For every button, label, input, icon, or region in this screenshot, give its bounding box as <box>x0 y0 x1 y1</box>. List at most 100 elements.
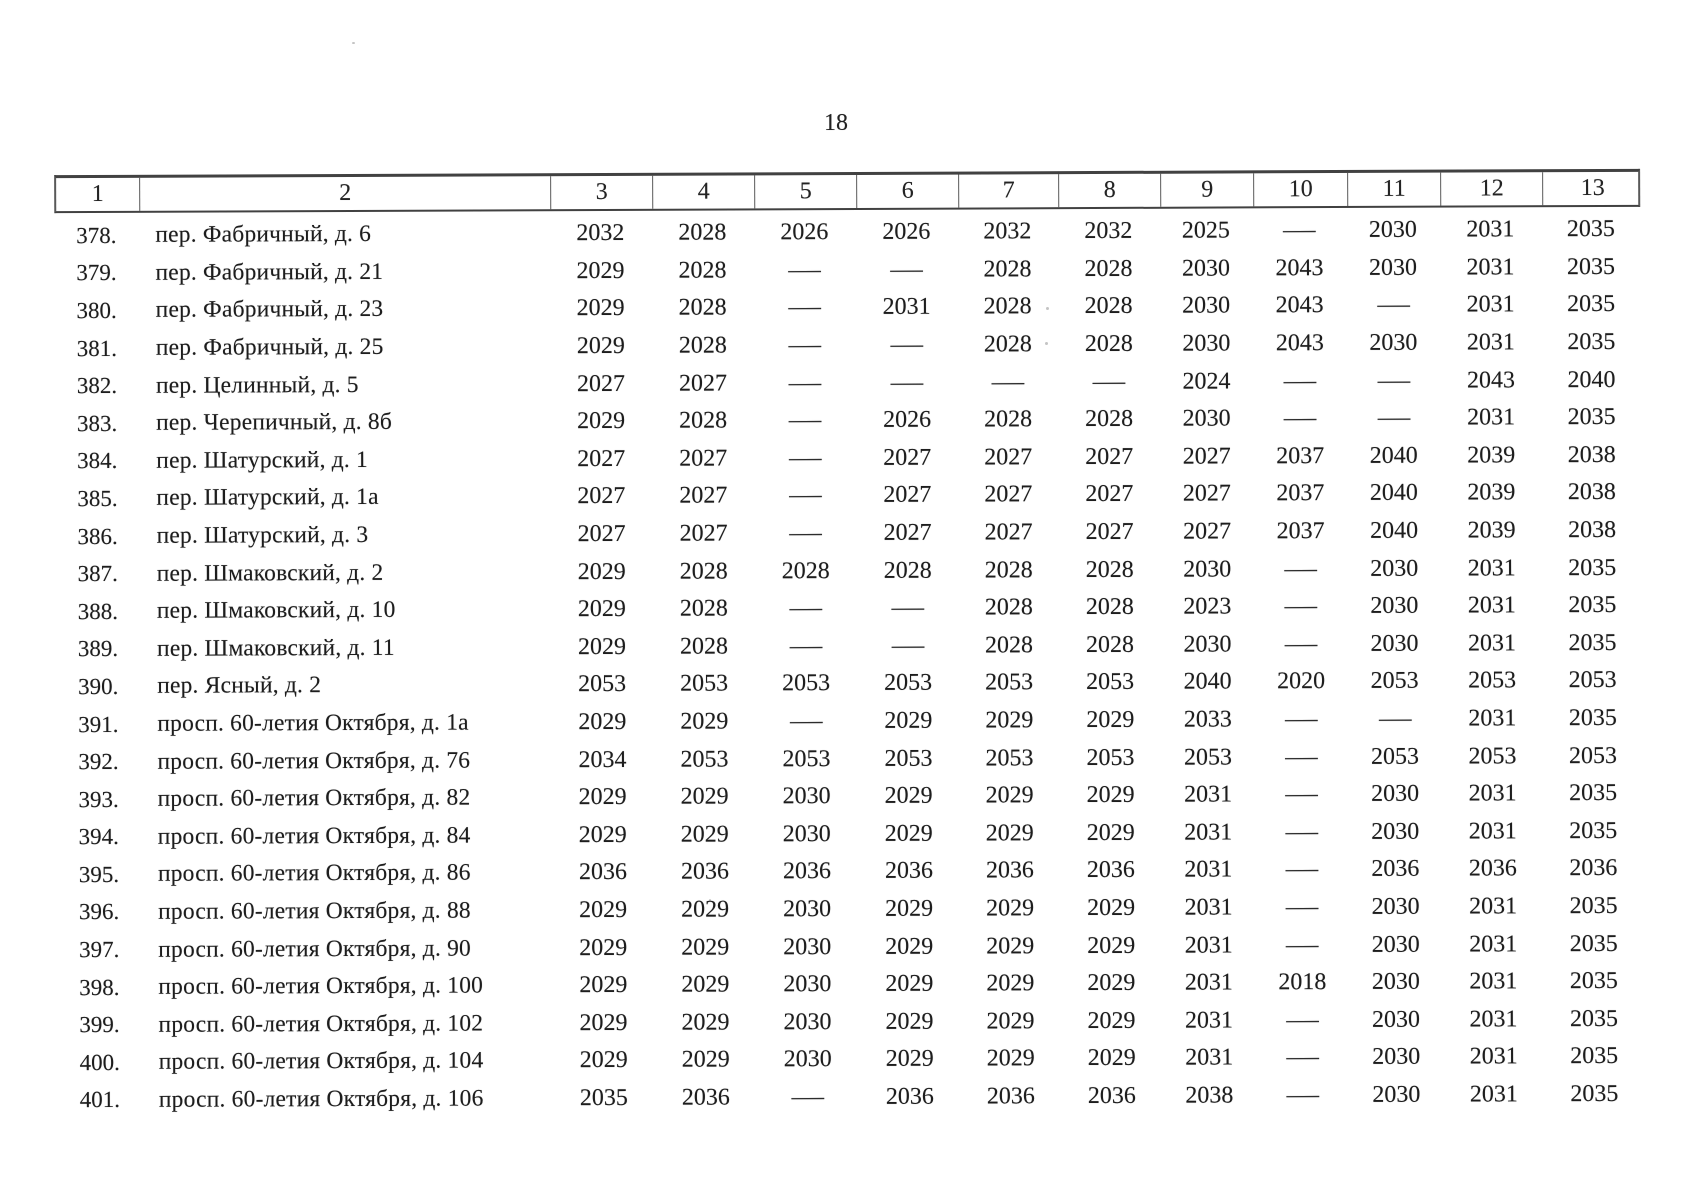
year-cell: 2030 <box>1349 781 1442 808</box>
header-cell-3: 3 <box>551 175 654 210</box>
table-row: 398. просп. 60-летия Октября, д. 100 2029 2… <box>57 963 1643 1007</box>
dash-cell: — <box>1347 367 1440 394</box>
cell-value: 2028 <box>1085 556 1134 583</box>
cell-value: 2029 <box>884 707 933 734</box>
cell-value: 2029 <box>1087 1007 1136 1034</box>
year-cell: 2029 <box>858 1008 960 1035</box>
year-cell: 2029 <box>552 897 654 924</box>
year-cell: 2028 <box>857 557 959 584</box>
year-cell: 2029 <box>858 971 960 998</box>
cell-value: 2053 <box>1468 667 1517 694</box>
year-cell: 2031 <box>1440 292 1542 319</box>
cell-value: 2036 <box>885 1083 934 1110</box>
cell-value: 2035 <box>1568 554 1617 581</box>
year-cell: 2027 <box>652 445 754 472</box>
cell-value: 2030 <box>1370 592 1419 620</box>
cell-value: 2028 <box>1085 594 1134 621</box>
cell-value: 2027 <box>679 482 728 510</box>
header-cell-6: 6 <box>857 174 960 208</box>
row-number-cell: 379. <box>76 260 117 286</box>
cell-value: 2039 <box>1467 517 1516 544</box>
cell-value: — <box>1285 706 1318 733</box>
year-cell: 2030 <box>1346 255 1439 282</box>
cell-value: 2036 <box>1087 1082 1136 1109</box>
header-cell-9: 9 <box>1161 173 1255 207</box>
year-cell: 2029 <box>654 972 756 999</box>
cell-value: 2036 <box>578 859 627 886</box>
dash-cell: — <box>754 370 856 397</box>
cell-value: 2029 <box>1086 782 1135 809</box>
year-cell: 2031 <box>1442 893 1544 920</box>
cell-value: 2035 <box>1570 1043 1619 1070</box>
table-row: 396. просп. 60-летия Октября, д. 88 2029 20… <box>57 888 1643 932</box>
cell-value: 2031 <box>1184 781 1233 808</box>
year-cell: 2031 <box>1442 780 1544 807</box>
cell-value: 2027 <box>883 482 932 509</box>
year-cell: 2027 <box>550 370 652 397</box>
cell-value: 2035 <box>1568 592 1617 619</box>
year-cell: 2038 <box>1163 1082 1256 1109</box>
cell-value: 2035 <box>1569 968 1618 995</box>
row-number-cell: 393. <box>78 786 119 812</box>
year-cell: 2037 <box>1253 480 1347 507</box>
table-row: 378. пер. Фабричный, д. 6 2032 2028 2026 2026… <box>54 211 1640 255</box>
cell-value: 2030 <box>783 971 832 998</box>
cell-value: 2030 <box>1182 405 1231 432</box>
header-cell-12: 12 <box>1441 172 1544 206</box>
year-cell: 2027 <box>1160 481 1253 508</box>
year-cell: 2035 <box>1544 930 1643 957</box>
year-cell: 2028 <box>959 557 1059 584</box>
cell-value: 2029 <box>576 332 625 360</box>
cell-value: 2031 <box>1469 1043 1518 1070</box>
cell-value: 2029 <box>680 783 729 810</box>
cell-value: 2030 <box>1182 330 1231 357</box>
cell-value: 2035 <box>1569 817 1618 844</box>
cell-value: 2027 <box>883 519 932 546</box>
cell-value: 2031 <box>1184 969 1233 996</box>
cell-value: 2030 <box>782 820 831 848</box>
dash-cell: — <box>1253 368 1347 395</box>
table-row: 382. пер. Целинный, д. 5 2027 2027 — — — — 2024 —… <box>55 361 1641 405</box>
address-cell: пер. Шмаковский, д. 10 <box>156 597 396 625</box>
year-cell: 2020 <box>1254 668 1348 695</box>
cell-value: 2029 <box>578 784 627 811</box>
cell-value: 2029 <box>1086 706 1135 734</box>
cell-value: 2029 <box>579 1009 628 1036</box>
cell-value: 2030 <box>1368 217 1417 244</box>
year-cell: 2036 <box>1060 857 1162 884</box>
year-cell: 2053 <box>1543 667 1642 694</box>
cell-value: — <box>1285 931 1319 958</box>
cell-value: 2026 <box>780 219 829 246</box>
cell-value: 2029 <box>577 596 626 623</box>
year-cell: 2026 <box>856 407 958 434</box>
year-cell: 2053 <box>1059 744 1161 771</box>
address-cell: просп. 60-летия Октября, д. 102 <box>158 1010 484 1038</box>
cell-value: 2030 <box>1370 630 1419 657</box>
cell-value: 2036 <box>681 1084 730 1111</box>
year-cell: 2031 <box>1440 329 1542 356</box>
cell-value: 2030 <box>1372 1081 1421 1108</box>
year-cell: 2029 <box>1061 1045 1163 1072</box>
cell-value: 2029 <box>986 1008 1035 1035</box>
cell-value: — <box>788 257 821 284</box>
cell-value: 2036 <box>1569 855 1618 882</box>
year-cell: 2029 <box>961 1046 1061 1073</box>
table-row: 387. пер. Шмаковский, д. 2 2029 2028 2028 202… <box>56 549 1642 593</box>
table-row: 381. пер. Фабричный, д. 25 2029 2028 — — 2028 2… <box>55 324 1641 368</box>
year-cell: 2053 <box>959 745 1059 772</box>
year-cell: 2036 <box>1442 856 1544 883</box>
cell-value: 2043 <box>1275 330 1324 357</box>
table-row: 400. просп. 60-летия Октября, д. 104 2029 2… <box>58 1038 1644 1082</box>
row-number-cell: 387. <box>77 561 118 587</box>
table-header-row: 1 2 3 4 5 6 7 8 9 10 11 12 13 <box>54 168 1641 214</box>
year-cell: 2035 <box>1543 705 1642 732</box>
cell-value: 2027 <box>679 445 728 472</box>
cell-value: 2029 <box>1087 932 1136 959</box>
cell-value: 2028 <box>679 595 728 622</box>
year-cell: 2053 <box>653 746 755 773</box>
cell-value: — <box>789 595 823 622</box>
dash-cell: — <box>1254 706 1348 733</box>
address-cell: пер. Фабричный, д. 21 <box>155 258 384 286</box>
dash-cell: — <box>754 482 856 509</box>
year-cell: 2027 <box>1160 443 1253 470</box>
